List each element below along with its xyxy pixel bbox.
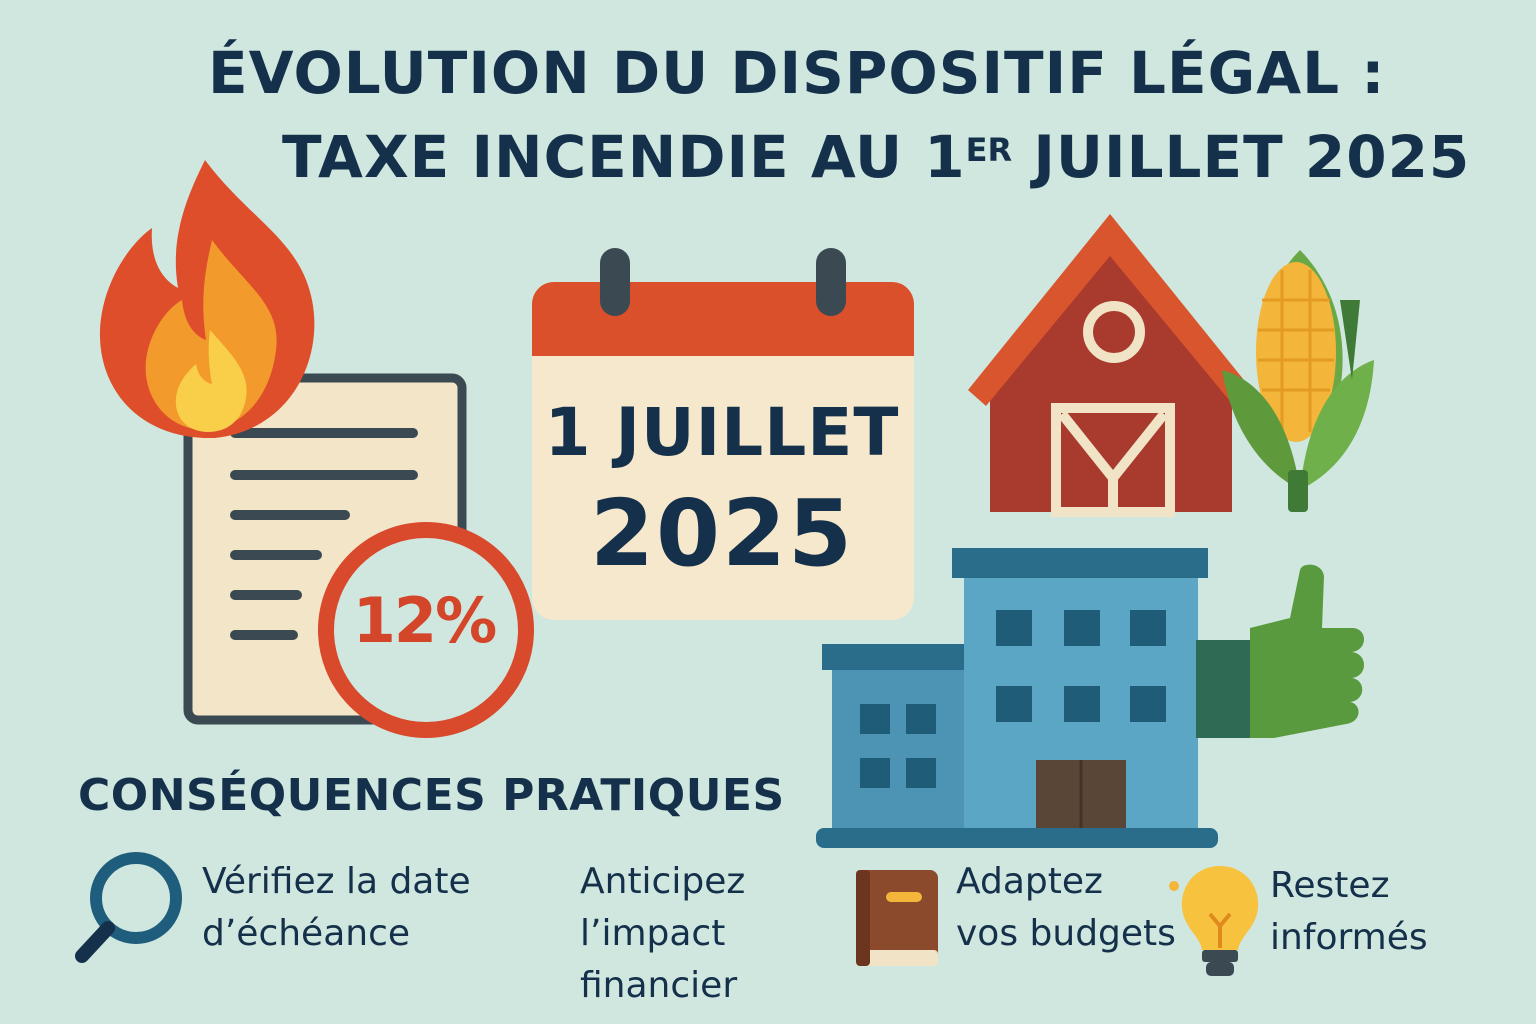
percent-badge [318, 522, 534, 738]
list-item-stay-informed: Restez informés [1270, 860, 1428, 964]
title-main-text: TAXE INCENDIE AU 1 [282, 123, 966, 191]
title-end-text: JUILLET 2025 [1012, 123, 1471, 191]
list-item-line: Anticipez [580, 861, 746, 902]
page-title-line-2: TAXE INCENDIE AU 1ER JUILLET 2025 [282, 128, 1470, 186]
section-title: CONSÉQUENCES PRATIQUES [78, 770, 785, 821]
list-item-line: Restez [1270, 865, 1390, 906]
lightbulb-icon [1169, 866, 1259, 976]
flame-icon [99, 160, 315, 439]
list-item-line: Adaptez [956, 861, 1103, 902]
list-item-line: informés [1270, 917, 1428, 958]
title-superscript: ER [965, 131, 1013, 169]
calendar-icon [532, 248, 914, 620]
list-item-check-date: Vérifiez la date d’échéance [202, 856, 471, 960]
calendar-day-month: 1 JUILLET [544, 394, 900, 471]
percent-badge-text: 12% [352, 584, 497, 657]
barn-icon [968, 214, 1252, 517]
calendar-year: 2025 [589, 480, 855, 587]
list-item-adapt-budgets: Adaptez vos budgets [956, 856, 1176, 960]
thumbs-up-icon [1196, 564, 1364, 738]
building-icon [816, 548, 1218, 848]
magnifier-icon [75, 852, 182, 963]
list-item-line: l’impact [580, 913, 726, 954]
corn-icon [1222, 250, 1374, 512]
list-item-line: vos budgets [956, 913, 1176, 954]
list-item-anticipate-impact: Anticipez l’impact financier [580, 856, 745, 1012]
page-title-line-1: ÉVOLUTION DU DISPOSITIF LÉGAL : [208, 39, 1386, 107]
book-icon [856, 870, 938, 966]
list-item-line: d’échéance [202, 913, 411, 954]
list-item-line: Vérifiez la date [202, 861, 471, 902]
list-item-line: financier [580, 965, 738, 1006]
